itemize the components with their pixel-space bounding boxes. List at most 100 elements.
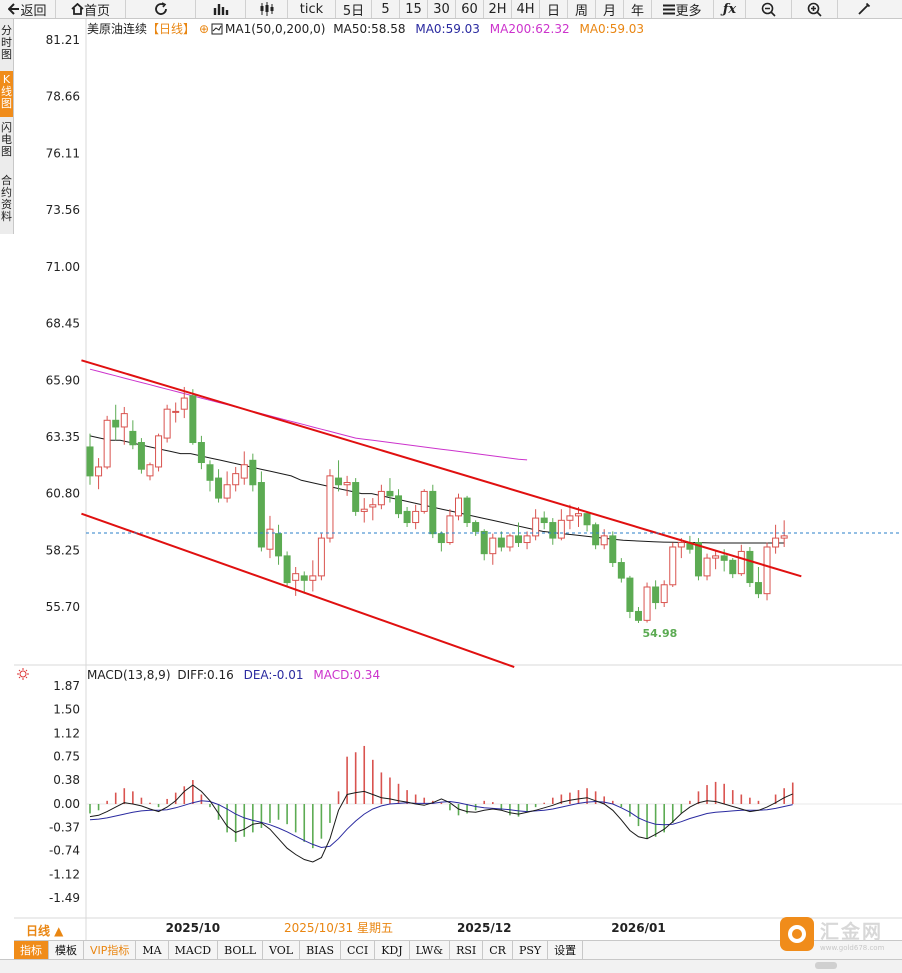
year-button[interactable]: 年 bbox=[624, 0, 652, 19]
candle-body bbox=[472, 522, 480, 532]
candle bbox=[395, 489, 403, 519]
candle-body bbox=[206, 464, 214, 481]
m15-button[interactable]: 15 bbox=[400, 0, 428, 18]
zoom-in-button[interactable] bbox=[792, 0, 838, 18]
scroll-handle[interactable] bbox=[815, 962, 837, 969]
nav-contract-info[interactable]: 合约资料 bbox=[1, 174, 12, 223]
refresh-button[interactable] bbox=[126, 0, 196, 18]
tab-vol[interactable]: VOL bbox=[263, 941, 301, 959]
trend-channel bbox=[81, 359, 802, 668]
tab-cci[interactable]: CCI bbox=[341, 941, 376, 959]
candle-body bbox=[420, 490, 428, 512]
m30-button[interactable]: 30 bbox=[428, 0, 456, 18]
candle-body bbox=[292, 573, 300, 581]
tick-button[interactable]: tick bbox=[288, 0, 336, 18]
zoom-out-button[interactable] bbox=[746, 0, 792, 18]
m5-label: 5 bbox=[381, 1, 390, 17]
macd-lines bbox=[89, 784, 793, 863]
tab-indicators[interactable]: 指标 bbox=[14, 941, 49, 959]
settings-icon[interactable]: ⊕ bbox=[199, 22, 209, 36]
candle-body bbox=[703, 557, 711, 577]
macd-tick-label: 1.12 bbox=[53, 726, 80, 740]
candle-body bbox=[257, 482, 265, 548]
grid bbox=[14, 19, 902, 940]
candle bbox=[677, 538, 685, 559]
tab-rsi[interactable]: RSI bbox=[450, 941, 484, 959]
tab-lw[interactable]: LW& bbox=[410, 941, 451, 959]
m5-button[interactable]: 5 bbox=[372, 0, 400, 18]
price-tick-label: 65.90 bbox=[46, 373, 80, 387]
candle bbox=[112, 404, 120, 441]
candle bbox=[292, 566, 300, 596]
candle bbox=[660, 580, 668, 607]
period-selector[interactable]: 日线 ▲ bbox=[26, 924, 64, 938]
tab-ma[interactable]: MA bbox=[136, 941, 169, 959]
function-button[interactable]: ƒx bbox=[714, 0, 746, 18]
candle-body bbox=[660, 584, 668, 604]
tab-kdj[interactable]: KDJ bbox=[375, 941, 410, 959]
candle-body bbox=[489, 537, 497, 555]
candle bbox=[163, 404, 171, 443]
nav-kline[interactable]: K线图 bbox=[0, 71, 13, 117]
candle bbox=[275, 524, 283, 565]
candle bbox=[240, 451, 248, 485]
channel-upper bbox=[81, 359, 802, 578]
candle bbox=[669, 542, 677, 587]
candle-body bbox=[643, 586, 651, 621]
candle bbox=[206, 460, 214, 492]
candle-body bbox=[583, 513, 591, 526]
candle-body bbox=[163, 408, 171, 439]
candle-body bbox=[532, 517, 540, 537]
candle-body bbox=[609, 535, 617, 564]
candle-body bbox=[592, 524, 600, 546]
home-button[interactable]: 首页 bbox=[56, 0, 126, 19]
day-button[interactable]: 日 bbox=[540, 0, 568, 19]
candle-body bbox=[232, 473, 240, 486]
tab-template[interactable]: 模板 bbox=[49, 941, 84, 959]
tab-macd[interactable]: MACD bbox=[169, 941, 219, 959]
tab-vip[interactable]: VIP指标 bbox=[84, 941, 137, 959]
tab-cr[interactable]: CR bbox=[483, 941, 513, 959]
price-tick-label: 71.00 bbox=[46, 260, 80, 274]
macd-value: MACD:0.34 bbox=[313, 668, 380, 682]
nav-intraday[interactable]: 分时图 bbox=[1, 24, 12, 61]
h2-button[interactable]: 2H bbox=[484, 0, 512, 18]
candle-body bbox=[343, 482, 351, 486]
macd-tick-label: -1.12 bbox=[49, 868, 80, 882]
back-button[interactable]: 返回 bbox=[0, 0, 56, 19]
candle-body bbox=[540, 517, 548, 524]
candle-body bbox=[180, 397, 188, 410]
m60-button[interactable]: 60 bbox=[456, 0, 484, 18]
tab-boll[interactable]: BOLL bbox=[218, 941, 263, 959]
candle bbox=[172, 402, 180, 423]
month-button[interactable]: 月 bbox=[596, 0, 624, 19]
draw-button[interactable] bbox=[838, 0, 890, 18]
candle-body bbox=[617, 562, 625, 579]
week-button[interactable]: 周 bbox=[568, 0, 596, 19]
scroll-strip[interactable] bbox=[0, 959, 902, 973]
candle-body bbox=[137, 442, 145, 470]
candle-body bbox=[746, 550, 754, 584]
candle-body bbox=[129, 430, 137, 446]
time-axis: 2025/10 2025/10/31 星期五 2025/12 2026/01 bbox=[166, 921, 666, 935]
candle bbox=[532, 509, 540, 541]
macd-settings-icon[interactable] bbox=[17, 668, 29, 680]
day5-button[interactable]: 5日 bbox=[336, 0, 372, 19]
year-label: 年 bbox=[630, 3, 644, 19]
candle bbox=[120, 406, 128, 445]
candle-body bbox=[754, 582, 762, 595]
tab-psy[interactable]: PSY bbox=[513, 941, 549, 959]
h4-button[interactable]: 4H bbox=[512, 0, 540, 18]
chart-canvas[interactable]: 81.21 78.66 76.11 73.56 71.00 68.45 65.90 63.35… bbox=[0, 0, 902, 940]
more-button[interactable]: 更多 bbox=[652, 0, 714, 19]
tab-bias[interactable]: BIAS bbox=[300, 941, 341, 959]
candle bbox=[249, 453, 257, 492]
tab-settings[interactable]: 设置 bbox=[548, 941, 584, 959]
candle bbox=[146, 462, 154, 481]
candlestick-button[interactable] bbox=[246, 0, 288, 18]
candle bbox=[566, 504, 574, 530]
home-icon bbox=[71, 3, 84, 15]
nav-flash[interactable]: 闪电图 bbox=[1, 121, 12, 158]
macd-diff: DIFF:0.16 bbox=[177, 668, 233, 682]
bar-chart-button[interactable] bbox=[196, 0, 246, 18]
